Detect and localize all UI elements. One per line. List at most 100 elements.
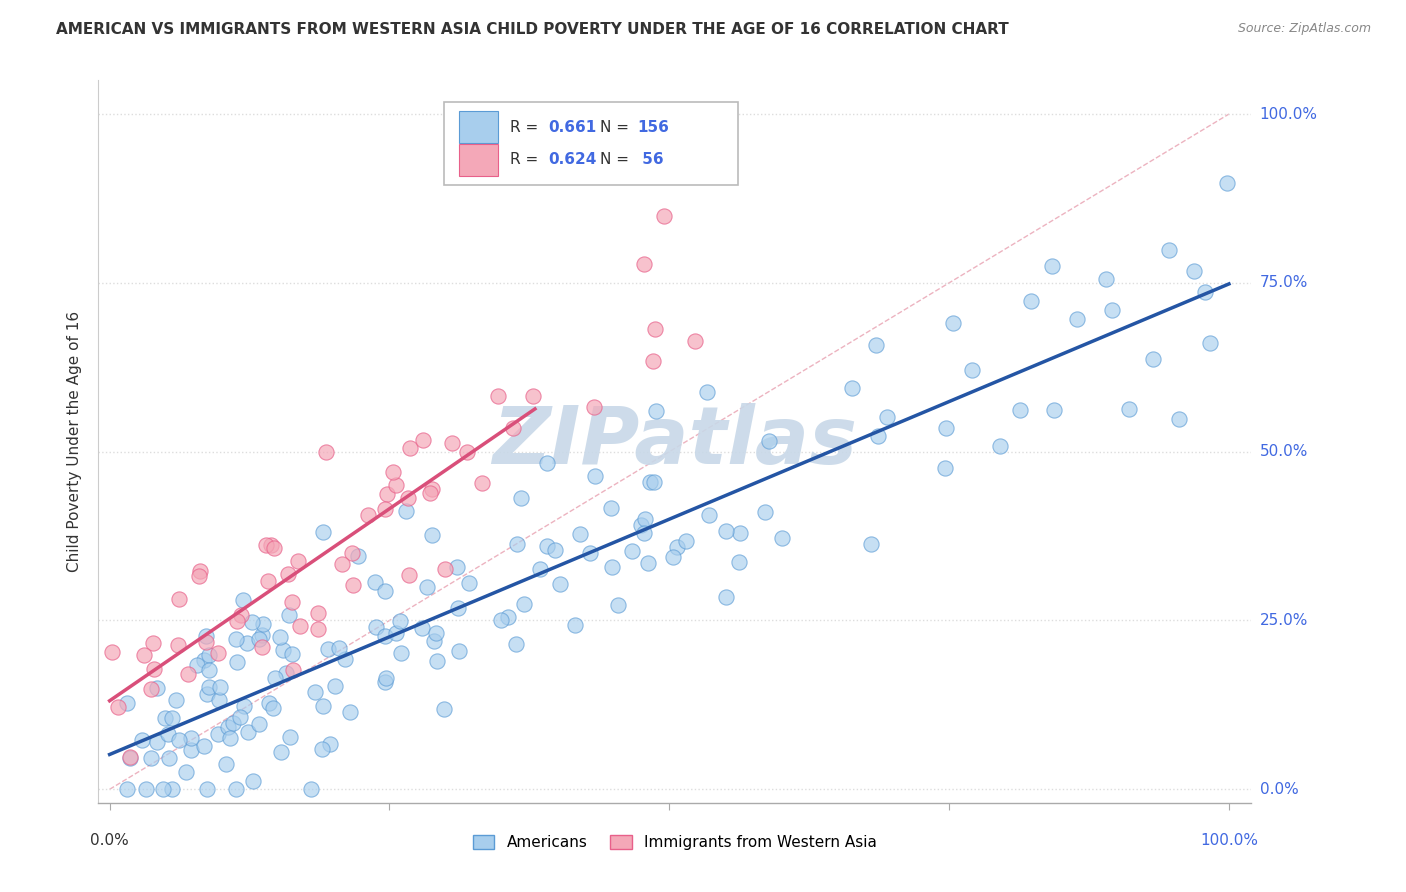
Point <box>644 322 666 336</box>
Point <box>225 632 247 646</box>
Point <box>728 526 751 541</box>
Point <box>529 562 551 576</box>
Point <box>385 626 408 640</box>
Point <box>250 628 273 642</box>
Point <box>416 580 439 594</box>
Point <box>645 404 668 418</box>
Point <box>311 742 333 756</box>
Point <box>934 461 956 475</box>
Point <box>486 389 509 403</box>
Point <box>505 637 527 651</box>
Point <box>496 610 519 624</box>
Point <box>236 725 259 739</box>
Point <box>247 717 270 731</box>
Point <box>425 654 447 668</box>
Point <box>564 618 586 632</box>
Point <box>620 544 643 558</box>
Point <box>330 557 353 571</box>
Point <box>226 655 249 669</box>
Point <box>382 465 405 479</box>
FancyBboxPatch shape <box>460 112 499 143</box>
Point <box>225 614 247 628</box>
Point <box>139 751 162 765</box>
Point <box>281 647 304 661</box>
Point <box>509 491 531 505</box>
Point <box>115 782 138 797</box>
Text: 0.661: 0.661 <box>548 120 596 135</box>
FancyBboxPatch shape <box>460 144 499 176</box>
Point <box>696 385 718 400</box>
Point <box>174 764 197 779</box>
Point <box>374 502 396 516</box>
Point <box>434 562 457 576</box>
Point <box>876 409 898 424</box>
Point <box>652 210 675 224</box>
Point <box>208 692 231 706</box>
Point <box>364 619 387 633</box>
Point <box>447 600 470 615</box>
Point <box>638 475 661 489</box>
Point <box>312 524 335 539</box>
Point <box>165 693 187 707</box>
Point <box>1066 312 1088 326</box>
Point <box>569 527 592 541</box>
Point <box>754 505 776 519</box>
Point <box>152 782 174 797</box>
Point <box>716 590 738 604</box>
Point <box>1198 336 1220 351</box>
Point <box>633 525 655 540</box>
Point <box>186 657 208 672</box>
Point <box>374 675 396 690</box>
Point <box>456 445 478 459</box>
Point <box>1157 244 1180 258</box>
Point <box>283 663 305 677</box>
Point <box>250 640 273 654</box>
Point <box>262 701 284 715</box>
Point <box>193 739 215 754</box>
Point <box>637 556 659 570</box>
Point <box>506 537 529 551</box>
Point <box>118 751 141 765</box>
Point <box>471 475 494 490</box>
Point <box>277 566 299 581</box>
Point <box>433 702 456 716</box>
Legend: Americans, Immigrants from Western Asia: Americans, Immigrants from Western Asia <box>467 830 883 856</box>
Point <box>131 733 153 747</box>
Point <box>356 508 378 522</box>
Point <box>254 538 277 552</box>
Point <box>242 773 264 788</box>
Point <box>583 468 606 483</box>
Point <box>1118 401 1140 416</box>
Point <box>225 782 247 797</box>
Point <box>385 478 408 492</box>
Text: R =: R = <box>510 153 543 168</box>
Point <box>374 629 396 643</box>
Point <box>146 681 169 695</box>
Point <box>446 559 468 574</box>
Point <box>396 491 419 505</box>
Point <box>1101 302 1123 317</box>
Point <box>630 518 652 533</box>
Point <box>115 696 138 710</box>
Text: Source: ZipAtlas.com: Source: ZipAtlas.com <box>1237 22 1371 36</box>
Point <box>257 574 280 588</box>
Point <box>222 716 245 731</box>
Point <box>198 680 221 694</box>
Point <box>232 699 254 714</box>
Point <box>308 606 330 620</box>
Point <box>364 574 387 589</box>
Point <box>607 599 630 613</box>
Point <box>319 737 342 751</box>
Point <box>209 680 232 694</box>
Point <box>728 555 751 569</box>
Point <box>960 363 983 377</box>
Point <box>143 662 166 676</box>
Point <box>675 533 697 548</box>
Point <box>1043 402 1066 417</box>
Point <box>193 653 215 667</box>
Point <box>935 421 957 435</box>
Point <box>145 735 167 749</box>
Point <box>1010 402 1032 417</box>
Point <box>218 731 240 745</box>
Point <box>988 439 1011 453</box>
